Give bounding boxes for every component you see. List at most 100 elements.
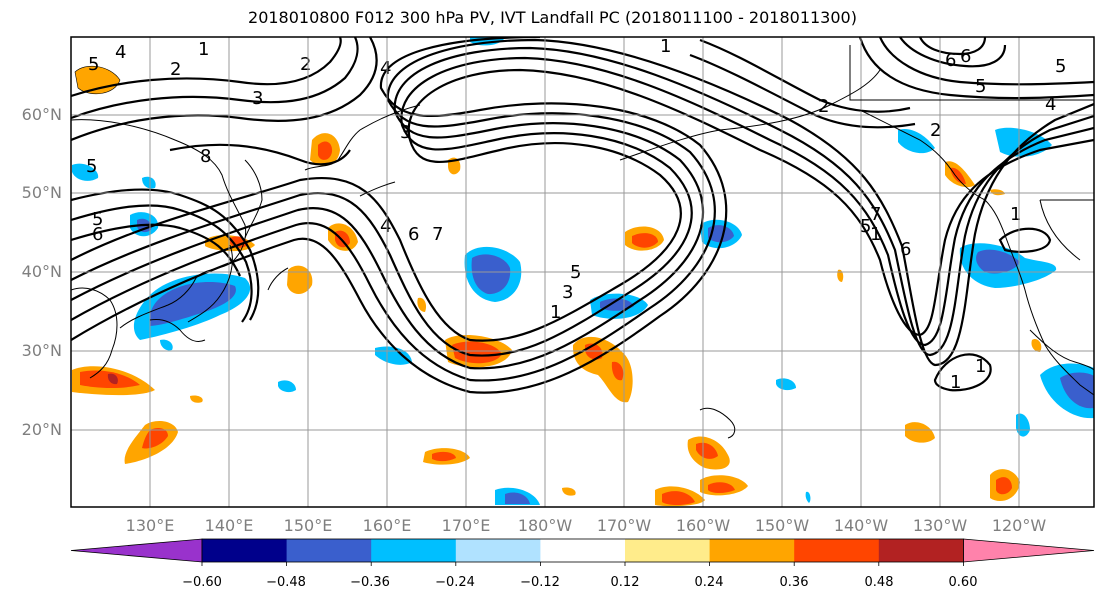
cool-patch xyxy=(976,249,1020,274)
warm-patch xyxy=(1031,339,1042,352)
warm-patch xyxy=(142,428,168,449)
pv-contour xyxy=(71,37,378,142)
contour-label: 2 xyxy=(170,59,181,80)
colorbar-segment xyxy=(794,539,880,562)
lon-label: 180°W xyxy=(517,516,573,535)
coastline xyxy=(849,45,1094,101)
coastline xyxy=(1039,199,1081,261)
contour-label: 5 xyxy=(1055,56,1066,77)
lon-label: 170°W xyxy=(596,516,652,535)
plot-frame xyxy=(70,36,1095,508)
contour-label: 1 xyxy=(660,36,671,57)
contour-label: 3 xyxy=(400,122,411,143)
coastline-layer xyxy=(71,45,1094,439)
contour-label: 1 xyxy=(975,356,986,377)
colorbar-segment xyxy=(202,539,288,562)
coastline xyxy=(359,181,396,197)
warm-patch xyxy=(335,230,350,248)
map-title: 2018010800 F012 300 hPa PV, IVT Landfall… xyxy=(248,8,857,27)
pv-contour xyxy=(899,37,1007,68)
colorbar-tick-label: −0.60 xyxy=(182,575,222,590)
cool-patch xyxy=(776,378,796,391)
lon-label: 130°W xyxy=(912,516,968,535)
contour-label: 6 xyxy=(960,46,971,67)
contour-label: 1 xyxy=(950,372,961,393)
contour-label: 6 xyxy=(92,224,103,245)
contour-label: 5 xyxy=(975,76,986,97)
warm-patch xyxy=(990,189,1005,196)
contour-label: 4 xyxy=(380,58,391,79)
colorbar-segment xyxy=(371,539,457,562)
contour-label: 6 xyxy=(408,224,419,245)
pv-contour-layer xyxy=(71,37,1094,394)
lon-label: 150°W xyxy=(754,516,810,535)
colorbar-extend-min xyxy=(70,538,203,563)
contour-label: 4 xyxy=(380,216,391,237)
lon-label: 170°E xyxy=(441,516,491,535)
coastline xyxy=(149,319,206,343)
cool-patch xyxy=(1016,413,1030,437)
pv-contour xyxy=(71,68,1094,342)
colorbar-segment xyxy=(455,539,541,562)
coastline xyxy=(699,407,736,439)
pv-contour xyxy=(858,37,1094,100)
pv-contour xyxy=(71,46,1094,370)
contour-label: 2 xyxy=(930,120,941,141)
contour-label: 2 xyxy=(818,96,829,117)
contour-label: 1 xyxy=(550,302,561,323)
contour-label: 5 xyxy=(92,209,103,230)
colorbar-segment xyxy=(878,539,964,562)
pv-contour xyxy=(71,37,359,120)
warm-patch xyxy=(905,422,935,443)
colorbar-tick-label: 0.36 xyxy=(779,575,809,590)
cool-patch xyxy=(600,298,634,311)
contour-label-layer: 5 4 2 2 3 4 8 1 6 5 3 4 5 2 2 1 5 5 6 4 … xyxy=(86,36,1066,393)
contour-label: 1 xyxy=(870,224,881,245)
pv-contour xyxy=(71,37,728,394)
pv-contour xyxy=(71,188,260,321)
cool-patch xyxy=(708,225,734,243)
warm-patch xyxy=(452,341,502,364)
warm-patch xyxy=(662,491,695,505)
shading-layer xyxy=(72,37,1094,507)
lat-label: 30°N xyxy=(21,341,62,360)
cool-patch xyxy=(1060,372,1094,409)
lon-label: 120°W xyxy=(991,516,1047,535)
lon-label: 140°W xyxy=(833,516,889,535)
contour-label: 6 xyxy=(945,50,956,71)
colorbar-frame xyxy=(201,538,964,563)
warm-patch xyxy=(996,477,1012,495)
contour-label: 6 xyxy=(900,239,911,260)
colorbar-tick-label: 0.60 xyxy=(948,575,978,590)
lon-label: 140°E xyxy=(204,516,254,535)
colorbar-tick-label: 0.24 xyxy=(694,575,724,590)
contour-label: 4 xyxy=(115,42,126,63)
cool-patch xyxy=(471,254,511,295)
lon-label: 160°W xyxy=(675,516,731,535)
warm-patch xyxy=(708,482,735,493)
lat-label: 20°N xyxy=(21,420,62,439)
coastline xyxy=(1029,329,1094,371)
colorbar xyxy=(70,538,1095,566)
coastline xyxy=(71,119,247,329)
coastline xyxy=(304,104,421,171)
contour-label: 3 xyxy=(562,282,573,303)
warm-patch xyxy=(318,141,333,160)
cool-patch xyxy=(505,492,530,504)
colorbar-tick-label: 0.12 xyxy=(610,575,640,590)
colorbar-segment xyxy=(540,539,626,562)
cool-patch xyxy=(160,339,173,351)
cool-patch xyxy=(898,128,935,154)
warm-patch xyxy=(432,451,456,462)
cool-patch xyxy=(375,346,412,365)
coastline xyxy=(859,109,1094,396)
lat-label: 40°N xyxy=(21,262,62,281)
contour-label: 1 xyxy=(198,39,209,60)
pv-contour xyxy=(71,38,1094,382)
warm-patch xyxy=(837,269,844,282)
contour-label: 7 xyxy=(870,204,881,225)
warm-patch xyxy=(287,265,313,295)
coastline xyxy=(187,244,233,323)
warm-patch xyxy=(696,442,718,459)
